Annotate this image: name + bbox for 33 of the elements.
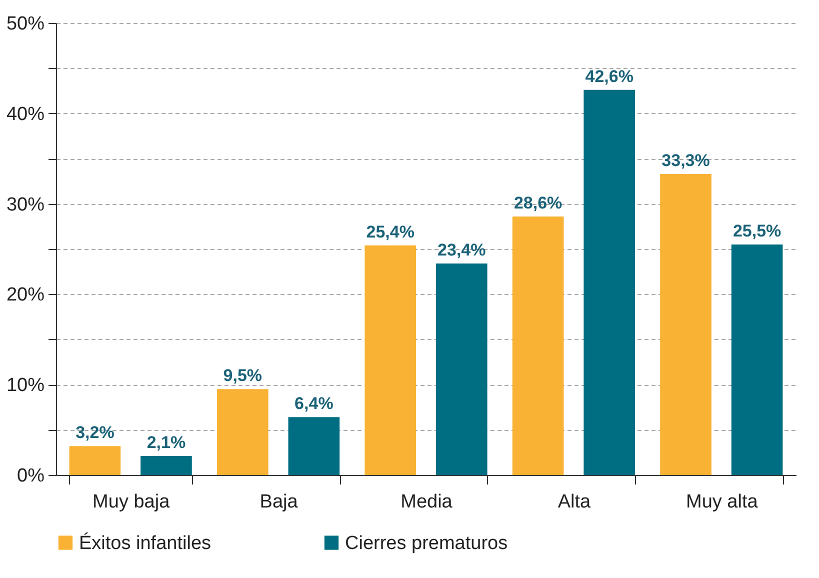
data-label: 42,6%: [585, 66, 634, 86]
bar: [584, 90, 635, 475]
bar: [512, 216, 564, 475]
y-tick-label: 30%: [6, 194, 45, 216]
bar: [436, 263, 488, 475]
data-label: 25,5%: [732, 221, 782, 240]
data-label: 25,4%: [366, 222, 414, 242]
data-label: 23,4%: [438, 240, 486, 260]
y-tick-label: 20%: [6, 284, 45, 306]
y-tick-label: 50%: [6, 14, 45, 34]
y-tick-label: 0%: [17, 466, 45, 486]
x-tick-label: Baja: [260, 492, 298, 512]
x-tick-label: Muy baja: [92, 492, 170, 512]
data-label: 2,1%: [146, 433, 186, 452]
data-label: 6,4%: [294, 394, 334, 414]
x-tick-label: Muy alta: [686, 492, 758, 512]
legend-label: Éxitos infantiles: [79, 532, 212, 554]
data-label: 3,2%: [76, 423, 114, 442]
bar: [217, 389, 268, 475]
bar: [69, 446, 121, 475]
bar: [288, 417, 340, 475]
data-label: 33,3%: [662, 150, 710, 170]
bar: [660, 174, 712, 475]
data-label: 28,6%: [514, 193, 562, 212]
bar: [364, 245, 416, 475]
bar: [140, 456, 192, 475]
x-tick-label: Media: [400, 492, 453, 512]
y-tick-label: 40%: [6, 104, 45, 125]
y-tick-label: 10%: [6, 375, 45, 396]
data-label: 9,5%: [223, 366, 262, 386]
legend-label: Cierres prematuros: [345, 532, 508, 554]
bar: [731, 244, 783, 475]
x-tick-label: Alta: [558, 492, 591, 512]
